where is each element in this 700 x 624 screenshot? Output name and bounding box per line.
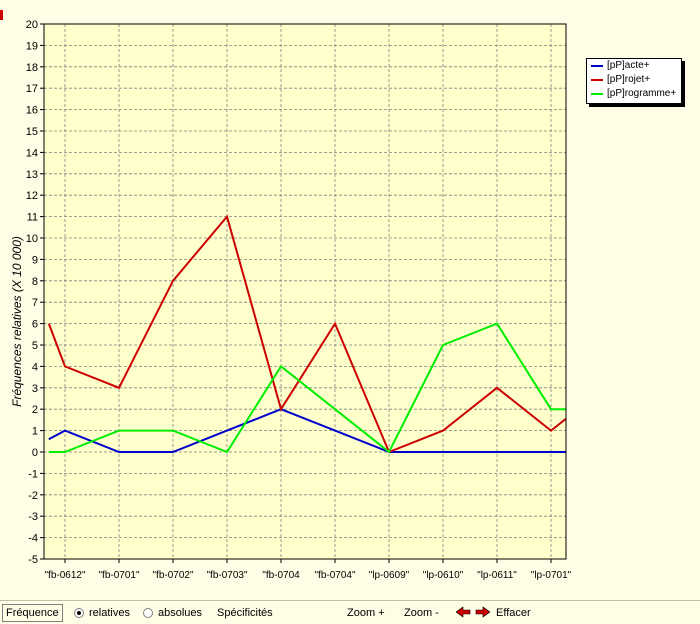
relatives-radio[interactable]	[74, 608, 84, 618]
relatives-label[interactable]: relatives	[89, 607, 130, 619]
y-tick-label: 3	[32, 383, 38, 395]
y-tick-label: 10	[26, 233, 38, 245]
y-axis-label: Fréquences relatives (X 10 000)	[10, 236, 24, 407]
x-tick-label: "fb-0612"	[44, 570, 85, 581]
x-tick-label: "fb-0701"	[98, 570, 139, 581]
y-tick-label: 4	[32, 361, 38, 373]
x-tick-label: "lp-0610"	[423, 570, 464, 581]
y-tick-label: 15	[26, 126, 38, 138]
plot-border	[43, 23, 567, 560]
y-tick-label: -3	[28, 511, 38, 523]
y-tick-label: 12	[26, 190, 38, 202]
series-line-2	[48, 322, 566, 454]
x-tick-label: "lp-0609"	[369, 570, 410, 581]
legend-label-programme: [pP]rogramme+	[607, 88, 677, 99]
y-tick-label: 19	[26, 40, 38, 52]
y-tick-label: -2	[28, 490, 38, 502]
absolues-label[interactable]: absolues	[158, 607, 203, 619]
y-tick-label: 9	[32, 254, 38, 266]
legend-swatch-acte	[591, 65, 603, 67]
y-tick-label: 14	[26, 147, 38, 159]
y-tick-label: 1	[32, 426, 38, 438]
y-tick-labels: -5-4-3-2-1012345678910111213141516171819…	[26, 19, 44, 566]
legend-item-acte: [pP]acte+	[587, 59, 681, 73]
legend-item-projet: [pP]rojet+	[587, 73, 681, 87]
y-tick-label: 8	[32, 276, 38, 288]
absolues-radio[interactable]	[143, 608, 153, 618]
legend-swatch-programme	[591, 93, 603, 95]
y-tick-label: 7	[32, 297, 38, 309]
plot-area	[44, 24, 566, 559]
legend-item-programme: [pP]rogramme+	[587, 87, 681, 101]
line-chart: -5-4-3-2-1012345678910111213141516171819…	[10, 19, 572, 581]
legend-label-acte: [pP]acte+	[607, 60, 650, 71]
grid	[44, 23, 566, 560]
y-tick-label: 0	[32, 447, 38, 459]
bottom-toolbar: Fréquence relatives absolues Spécificité…	[0, 600, 700, 624]
y-tick-label: 18	[26, 62, 38, 74]
y-tick-label: 11	[27, 212, 38, 224]
y-tick-label: 13	[26, 169, 38, 181]
window-edge-marker	[0, 10, 3, 20]
y-tick-label: 16	[26, 105, 38, 117]
series-line-0	[48, 408, 566, 453]
x-tick-label: "fb-0704"	[314, 570, 355, 581]
frequence-tab[interactable]: Fréquence	[2, 604, 63, 622]
x-tick-label: "lp-0611"	[477, 570, 517, 581]
y-tick-label: 5	[32, 340, 38, 352]
legend: [pP]acte+ [pP]rojet+ [pP]rogramme+	[586, 58, 682, 104]
y-tick-label: 2	[32, 404, 38, 416]
y-tick-label: 17	[26, 83, 38, 95]
zoom-out-button[interactable]: Zoom -	[404, 607, 439, 619]
x-tick-label: "lp-0701"	[531, 570, 572, 581]
y-tick-label: -5	[28, 554, 38, 566]
x-tick-labels: "fb-0612" "fb-0701" "fb-0702" "fb-0703" "fb-…	[44, 559, 572, 581]
x-tick-label: "fb-0702"	[152, 570, 193, 581]
specificites-button[interactable]: Spécificités	[217, 607, 273, 619]
y-tick-label: 6	[32, 319, 38, 331]
legend-label-projet: [pP]rojet+	[607, 74, 651, 85]
zoom-in-button[interactable]: Zoom +	[347, 607, 385, 619]
effacer-button[interactable]: Effacer	[496, 607, 531, 619]
y-tick-label: 20	[26, 19, 38, 31]
x-tick-label: "fb-0703"	[206, 570, 247, 581]
legend-swatch-projet	[591, 79, 603, 81]
y-tick-label: -1	[28, 468, 38, 480]
y-tick-label: -4	[28, 533, 38, 545]
series	[47, 214, 566, 454]
x-tick-label: "fb-0704	[262, 570, 300, 581]
effacer-arrows-icon[interactable]	[456, 606, 490, 618]
series-line-1	[47, 214, 566, 454]
